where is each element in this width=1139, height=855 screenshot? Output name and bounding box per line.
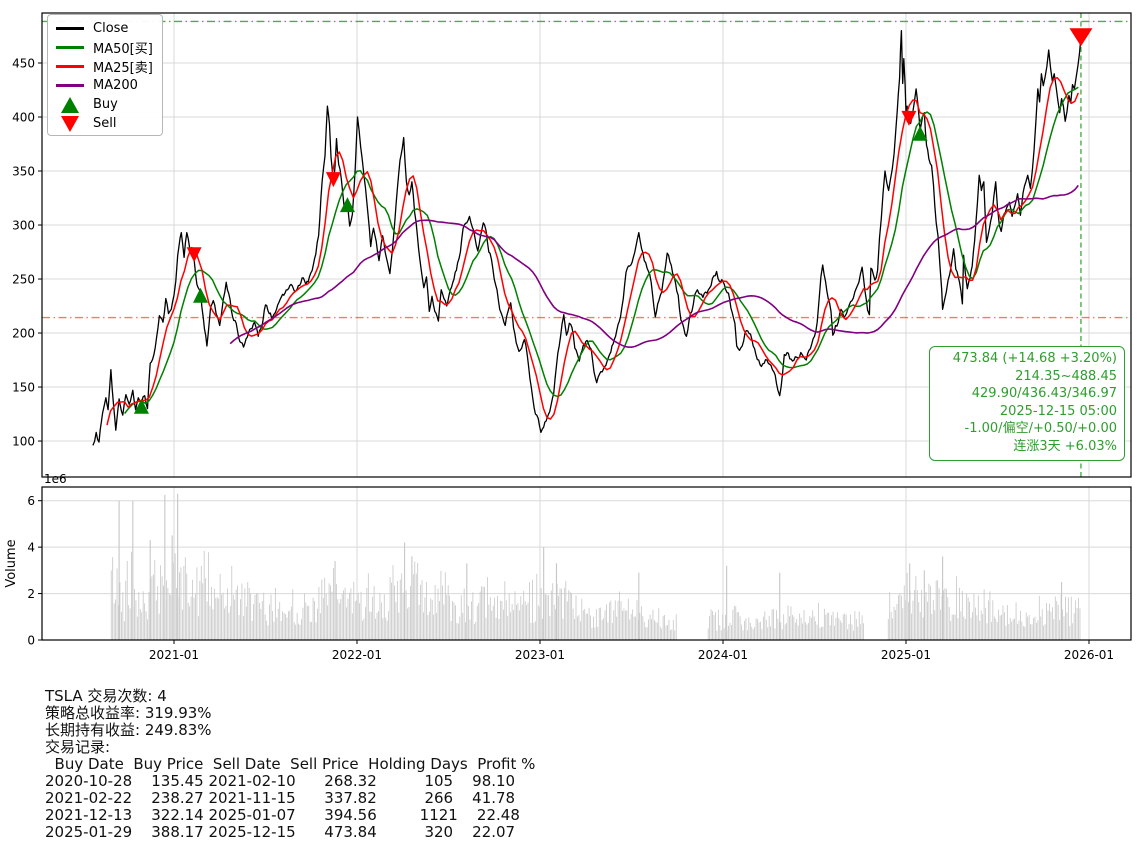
svg-text:250: 250 [12, 272, 35, 286]
stock-chart-canvas: 100 150 200 250 300 350 400 450 0 2 4 6 2021-01 2022-… [4, 12, 1132, 660]
svg-text:6: 6 [27, 494, 35, 508]
legend-item-ma50: MA50[买] [48, 38, 162, 57]
svg-text:0: 0 [27, 633, 35, 647]
svg-text:2024-01: 2024-01 [698, 648, 748, 660]
svg-text:2023-01: 2023-01 [515, 648, 565, 660]
annotation-ma-values: 429.90/436.43/346.97 [971, 386, 1117, 402]
stats-trade-count: TSLA 交易次数: 4 [45, 687, 167, 705]
annotation-signal: -1.00/偏空/+0.50/+0.00 [964, 421, 1117, 437]
svg-text:1e6: 1e6 [44, 472, 67, 486]
buy-triangle-icon [55, 96, 85, 113]
svg-text:Volume: Volume [4, 539, 19, 587]
ma50-line-icon [55, 46, 85, 49]
annotation-streak: 连涨3天 +6.03% [1013, 438, 1117, 454]
svg-text:400: 400 [12, 110, 35, 124]
svg-text:200: 200 [12, 326, 35, 340]
stats-hold-return: 长期持有收益: 249.83% [45, 721, 212, 739]
svg-text:2026-01: 2026-01 [1064, 648, 1114, 660]
annotation-datetime: 2025-12-15 05:00 [999, 403, 1117, 419]
svg-text:150: 150 [12, 380, 35, 394]
svg-text:450: 450 [12, 56, 35, 70]
trade-row: 2021-12-13 322.14 2025-01-07 394.56 1121… [45, 806, 520, 824]
stats-strategy-return: 策略总收益率: 319.93% [45, 704, 212, 722]
trades-table-header: Buy Date Buy Price Sell Date Sell Price … [45, 755, 536, 773]
legend-item-close: Close [48, 19, 162, 38]
legend: Close MA50[买] MA25[卖] MA200 Buy Sell [47, 14, 163, 136]
svg-text:2022-01: 2022-01 [332, 648, 382, 660]
legend-label: MA25[卖] [93, 61, 153, 76]
price-annotation-box: 473.84 (+14.68 +3.20%) 214.35~488.45 429… [929, 346, 1125, 461]
svg-text:2025-01: 2025-01 [881, 648, 931, 660]
svg-text:4: 4 [27, 540, 35, 554]
svg-text:300: 300 [12, 218, 35, 232]
legend-item-ma25: MA25[卖] [48, 57, 162, 76]
svg-text:2: 2 [27, 587, 35, 601]
trade-row: 2020-10-28 135.45 2021-02-10 268.32 105 … [45, 772, 516, 790]
stats-records-label: 交易记录: [45, 738, 111, 756]
legend-label: Sell [93, 116, 117, 131]
legend-item-buy: Buy [48, 95, 162, 114]
legend-label: Buy [93, 97, 118, 112]
sell-triangle-icon [55, 115, 85, 132]
trade-row: 2025-01-29 388.17 2025-12-15 473.84 320 … [45, 823, 516, 841]
svg-text:2021-01: 2021-01 [149, 648, 199, 660]
close-line-icon [55, 27, 85, 30]
legend-label: MA200 [93, 78, 138, 93]
legend-item-ma200: MA200 [48, 76, 162, 95]
svg-text:100: 100 [12, 434, 35, 448]
stats-block: TSLA 交易次数: 4 策略总收益率: 319.93% 长期持有收益: 249… [45, 688, 535, 841]
svg-text:350: 350 [12, 164, 35, 178]
annotation-range: 214.35~488.45 [1015, 368, 1117, 384]
legend-label: MA50[买] [93, 42, 153, 57]
annotation-last-price: 473.84 (+14.68 +3.20%) [952, 351, 1117, 366]
trades-table-body: 2020-10-28 135.45 2021-02-10 268.32 105 … [45, 773, 535, 841]
ma25-line-icon [55, 65, 85, 68]
legend-label: Close [93, 21, 129, 36]
ma200-line-icon [55, 84, 85, 87]
trade-row: 2021-02-22 238.27 2021-11-15 337.82 266 … [45, 789, 516, 807]
legend-item-sell: Sell [48, 114, 162, 133]
